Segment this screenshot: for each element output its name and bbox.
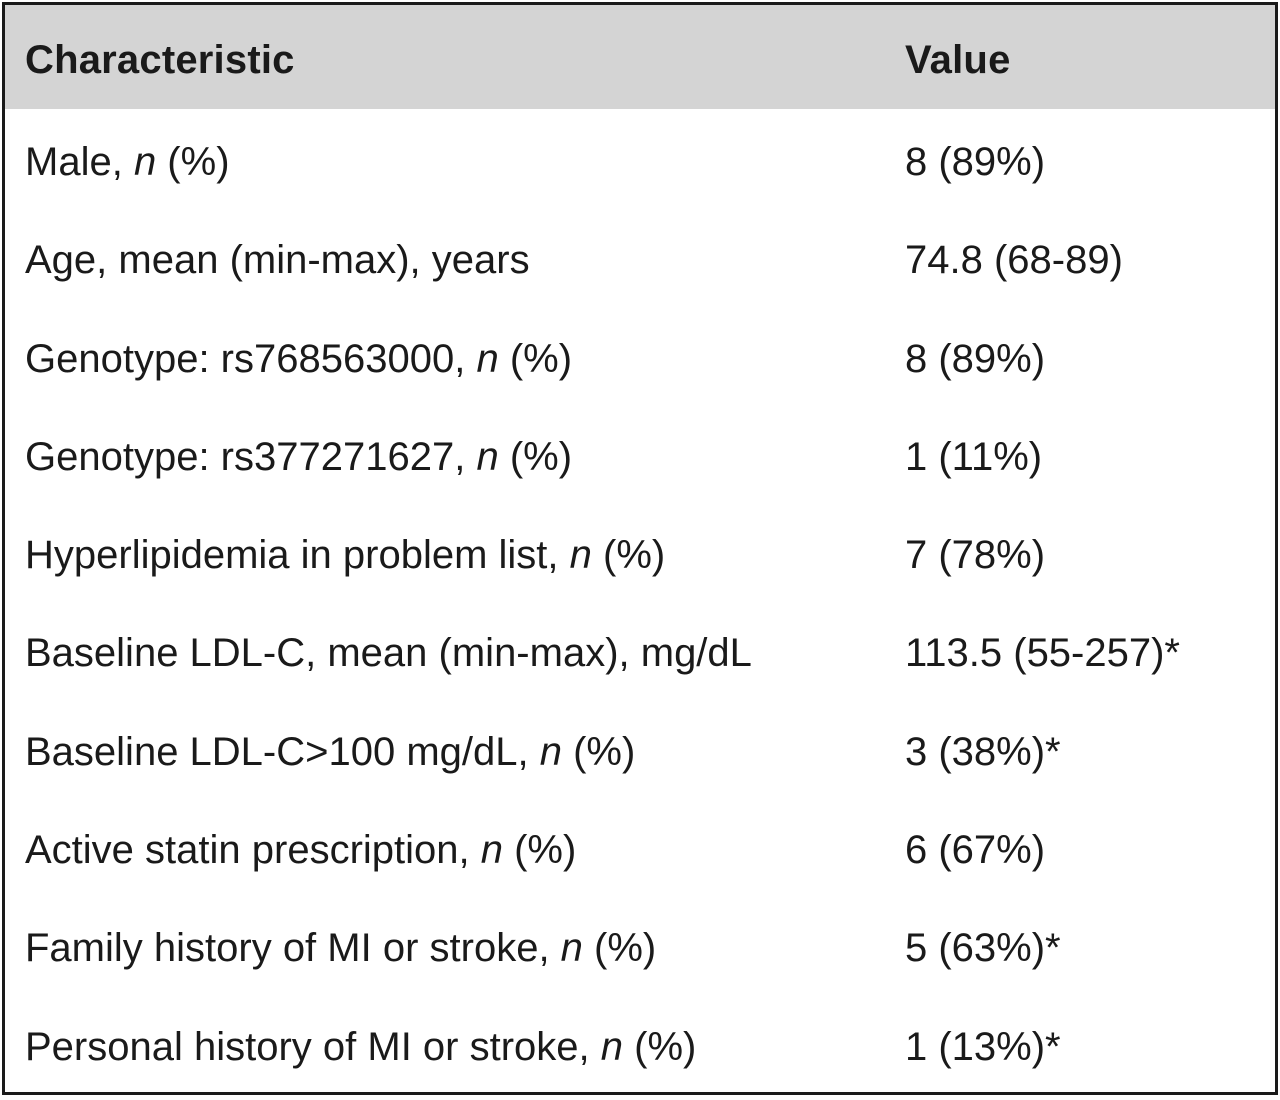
row-label: Active statin prescription, n (%) [25,797,576,903]
label-text: Active statin prescription, [25,828,481,873]
table-row: Baseline LDL-C, mean (min-max), mg/dL 11… [5,600,1275,698]
row-label: Male, n (%) [25,109,230,215]
label-suffix: (%) [623,1024,697,1069]
header-characteristic: Characteristic [25,38,295,82]
row-label: Baseline LDL-C>100 mg/dL, n (%) [25,699,635,805]
label-suffix: (%) [562,729,636,774]
row-value: 113.5 (55-257)* [905,631,1180,676]
table-row: Genotype: rs377271627, n (%) 1 (11%) [5,404,1275,502]
label-italic: n [480,828,503,873]
label-text: Baseline LDL-C, mean (min-max), mg/dL [25,631,752,676]
label-text: Family history of MI or stroke, [25,926,561,971]
label-text: Hyperlipidemia in problem list, [25,533,570,578]
row-label: Personal history of MI or stroke, n (%) [25,994,696,1100]
row-label: Family history of MI or stroke, n (%) [25,895,656,1001]
label-italic: n [476,336,499,381]
label-text: Male, [25,140,134,184]
row-label: Genotype: rs377271627, n (%) [25,404,572,510]
label-text: Age, mean (min-max), years [25,238,530,283]
row-value: 8 (89%) [905,140,1046,184]
label-text: Genotype: rs377271627, [25,434,477,479]
table-row: Family history of MI or stroke, n (%) 5 … [5,895,1275,993]
row-value: 8 (89%) [905,336,1046,381]
label-suffix: (%) [503,828,577,873]
row-label: Baseline LDL-C, mean (min-max), mg/dL [25,600,752,706]
label-italic: n [569,533,592,578]
label-suffix: (%) [498,434,573,479]
label-suffix: (%) [156,140,230,184]
row-value: 6 (67%) [905,828,1046,873]
table-row: Personal history of MI or stroke, n (%) … [5,994,1275,1092]
label-text: Baseline LDL-C>100 mg/dL, [25,729,540,774]
header-value: Value [905,38,1011,82]
label-text: Genotype: rs768563000, [25,336,477,381]
row-label: Genotype: rs768563000, n (%) [25,306,572,412]
table-header-row: Characteristic Value [5,5,1275,109]
row-value: 7 (78%) [905,533,1046,578]
label-italic: n [476,434,499,479]
row-value: 74.8 (68-89) [905,238,1123,283]
label-suffix: (%) [582,926,657,971]
row-value: 3 (38%)* [905,729,1061,774]
row-value: 1 (13%)* [905,1024,1061,1069]
table-row: Genotype: rs768563000, n (%) 8 (89%) [5,306,1275,404]
row-label: Hyperlipidemia in problem list, n (%) [25,502,665,608]
table-row: Baseline LDL-C>100 mg/dL, n (%) 3 (38%)* [5,699,1275,797]
table-row: Active statin prescription, n (%) 6 (67%… [5,797,1275,895]
label-text: Personal history of MI or stroke, [25,1024,601,1069]
table-body: Male, n (%) 8 (89%) Age, mean (min-max),… [5,109,1275,1092]
label-suffix: (%) [591,533,666,578]
row-value: 1 (11%) [905,434,1043,479]
label-italic: n [539,729,562,774]
row-label: Age, mean (min-max), years [25,207,530,313]
label-italic: n [133,140,157,184]
label-italic: n [560,926,583,971]
table-row: Male, n (%) 8 (89%) [5,109,1275,207]
label-suffix: (%) [498,336,573,381]
table-row: Age, mean (min-max), years 74.8 (68-89) [5,207,1275,305]
table-row: Hyperlipidemia in problem list, n (%) 7 … [5,502,1275,600]
row-value: 5 (63%)* [905,926,1061,971]
label-italic: n [600,1024,624,1069]
